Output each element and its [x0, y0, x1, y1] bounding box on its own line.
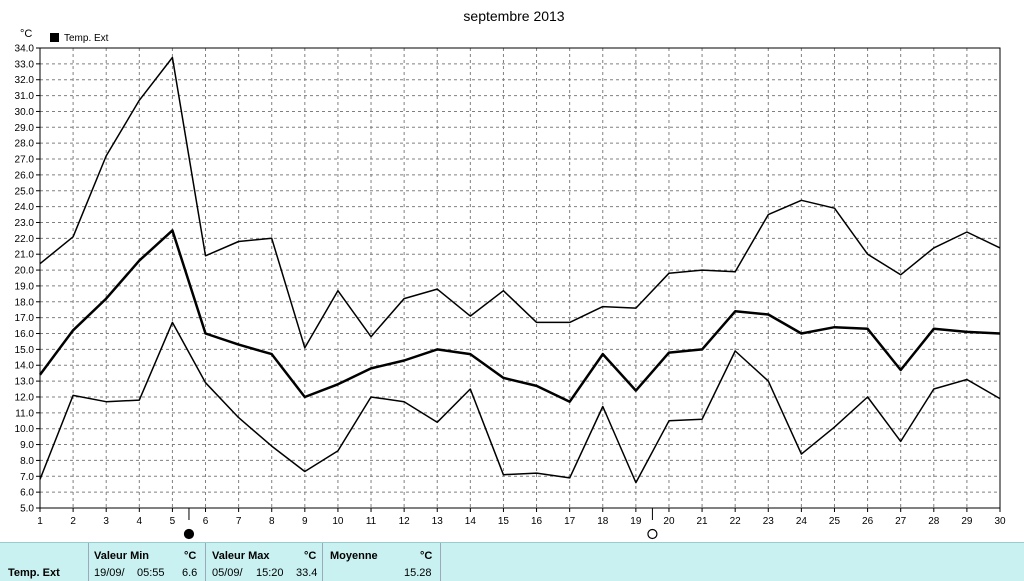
avg-unit: °C	[420, 550, 433, 562]
y-tick-label: 8.0	[20, 456, 34, 467]
min-date: 19/09/	[94, 567, 125, 579]
series-line-mean	[38, 229, 1001, 403]
y-tick-label: 11.0	[15, 408, 34, 419]
x-tick-label: 28	[928, 516, 940, 527]
x-tick-label: 10	[332, 516, 344, 527]
x-tick-label: 2	[70, 516, 76, 527]
y-tick-label: 18.0	[15, 297, 35, 308]
x-tick-label: 20	[663, 516, 675, 527]
x-tick-label: 16	[531, 516, 543, 527]
x-tick-label: 22	[730, 516, 742, 527]
grid	[39, 47, 1001, 509]
x-tick-label: 6	[203, 516, 209, 527]
y-tick-label: 20.0	[15, 266, 35, 277]
max-time: 15:20	[256, 567, 284, 579]
y-tick-label: 23.0	[15, 218, 35, 229]
min-header: Valeur Min	[94, 550, 150, 562]
x-tick-label: 7	[236, 516, 242, 527]
x-tick-label: 12	[399, 516, 411, 527]
legend-swatch	[50, 33, 59, 42]
plot-frame	[39, 47, 1001, 509]
y-tick-label: 34.0	[15, 44, 35, 55]
y-tick-label: 13.0	[15, 377, 35, 388]
y-tick-label: 12.0	[15, 392, 35, 403]
min-value: 6.6	[182, 567, 198, 579]
y-axis-unit: °C	[20, 28, 32, 40]
y-tick-label: 22.0	[15, 234, 35, 245]
x-tick-label: 18	[597, 516, 609, 527]
x-tick-label: 29	[961, 516, 973, 527]
y-tick-label: 32.0	[15, 75, 35, 86]
y-tick-label: 14.0	[15, 361, 35, 372]
x-tick-label: 11	[366, 516, 377, 527]
y-tick-label: 15.0	[15, 345, 35, 356]
temperature-chart: septembre 2013 °C Temp. Ext 5.0 6.0 7.0 8.0…	[15, 8, 1006, 540]
full-moon-icon	[647, 528, 658, 540]
min-time: 05:55	[137, 567, 165, 579]
min-unit: °C	[184, 550, 197, 562]
x-tick-label: 23	[763, 516, 775, 527]
max-value: 33.4	[296, 567, 318, 579]
x-tick-label: 14	[465, 516, 477, 527]
x-tick-label: 19	[630, 516, 642, 527]
avg-value: 15.28	[404, 567, 432, 579]
x-tick-label: 1	[37, 516, 43, 527]
y-tick-label: 24.0	[15, 202, 35, 213]
summary-panel: Temp. Ext Valeur Min °C 19/09/ 05:55 6.6…	[0, 542, 1024, 581]
x-tick-label: 8	[269, 516, 275, 527]
y-tick-label: 6.0	[20, 488, 34, 499]
y-tick-label: 17.0	[15, 313, 35, 324]
x-tick-label: 3	[103, 516, 109, 527]
x-tick-label: 21	[697, 516, 709, 527]
legend-label: Temp. Ext	[64, 33, 109, 44]
max-header: Valeur Max	[212, 550, 270, 562]
y-tick-label: 27.0	[15, 155, 35, 166]
axes: 5.0 6.0 7.0 8.0 9.0 10.0 11.0 12.0 13.0 14.0 15.0 1…	[15, 44, 1006, 528]
x-tick-label: 13	[432, 516, 444, 527]
x-tick-label: 5	[170, 516, 176, 527]
x-tick-label: 26	[862, 516, 874, 527]
y-tick-label: 31.0	[15, 91, 35, 102]
series-line-min	[39, 321, 1001, 484]
x-tick-label: 27	[895, 516, 907, 527]
x-tick-label: 4	[137, 516, 143, 527]
y-tick-label: 19.0	[15, 281, 35, 292]
x-tick-label: 30	[994, 516, 1006, 527]
y-tick-label: 26.0	[15, 170, 35, 181]
y-tick-label: 30.0	[15, 107, 35, 118]
new-moon-icon	[183, 528, 195, 540]
x-tick-label: 9	[302, 516, 308, 527]
max-unit: °C	[304, 550, 317, 562]
x-tick-label: 24	[796, 516, 808, 527]
y-tick-label: 29.0	[15, 123, 35, 134]
y-tick-label: 21.0	[15, 250, 35, 261]
y-tick-label: 25.0	[15, 186, 35, 197]
y-tick-label: 16.0	[15, 329, 35, 340]
max-date: 05/09/	[212, 567, 243, 579]
y-tick-label: 9.0	[20, 440, 34, 451]
series-lines	[38, 56, 1001, 484]
chart-title: septembre 2013	[463, 8, 564, 24]
y-tick-label: 10.0	[15, 424, 35, 435]
row-label: Temp. Ext	[8, 567, 60, 579]
y-tick-label: 28.0	[15, 139, 35, 150]
x-tick-label: 25	[829, 516, 841, 527]
y-tick-label: 7.0	[20, 472, 34, 483]
y-tick-label: 5.0	[20, 504, 34, 515]
moon-markers	[183, 508, 658, 540]
series-line-max	[39, 56, 1001, 349]
x-tick-label: 15	[498, 516, 510, 527]
avg-header: Moyenne	[330, 550, 378, 562]
y-tick-label: 33.0	[15, 59, 35, 70]
x-tick-label: 17	[564, 516, 576, 527]
